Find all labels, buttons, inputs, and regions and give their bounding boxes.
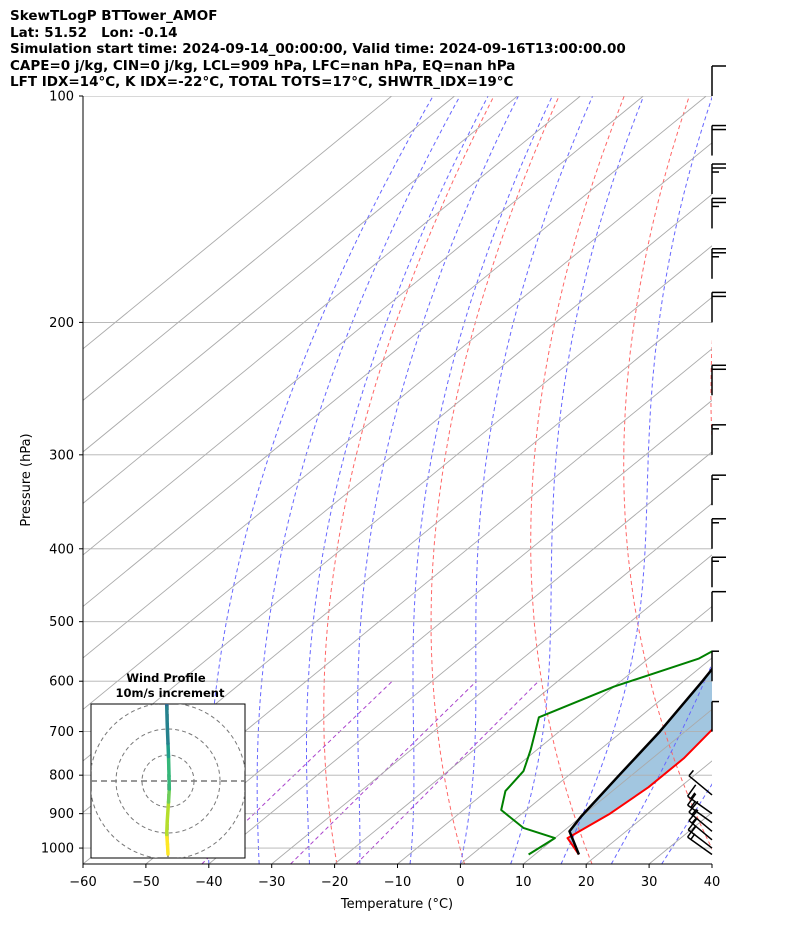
y-tick-label: 900 [49,807,74,822]
wind-barb [711,424,726,455]
x-tick-label: −50 [132,875,159,890]
y-tick-label: 700 [49,725,74,740]
isotherm-line [83,96,581,504]
chart-title-line-5: LFT IDX=14°C, K IDX=-22°C, TOTAL TOTS=17… [10,74,514,90]
chart-title-line-3: Simulation start time: 2024-09-14_00:00:… [10,41,626,57]
y-tick-label: 800 [49,769,74,784]
hodograph-segment [165,800,171,824]
moist-adiabat [357,96,519,864]
isotherm-line [83,96,518,453]
dry-adiabat [323,96,495,864]
x-tick-label: −10 [384,875,411,890]
isotherm-line [208,451,712,864]
y-tick-label: 300 [49,448,74,463]
wind-barb [711,124,726,156]
y-tick-label: 200 [49,316,74,331]
wind-barb [711,364,726,396]
hodograph-segment [166,741,171,759]
y-tick-label: 500 [49,615,74,630]
wind-barb [711,700,719,732]
wind-barb [686,784,713,815]
isotherm-line [83,96,644,556]
isotherm-line [334,554,712,864]
wind-barb [711,556,726,588]
wind-barb [711,518,726,549]
y-tick-label: 1000 [41,842,74,857]
wind-barb [711,590,726,622]
wind-barb [711,65,726,96]
hodograph-segment [164,819,169,837]
wind-barb [711,474,726,506]
x-tick-label: 40 [704,875,721,890]
chart-title-line-2: Lat: 51.52 Lon: -0.14 [10,24,178,41]
x-tick-label: −20 [321,875,348,890]
mixing-ratio-line [201,680,393,864]
isotherm-line [145,399,712,864]
hodograph-segment [165,722,170,746]
x-tick-label: −40 [195,875,222,890]
moist-adiabat [560,96,712,864]
wind-barb [711,650,719,682]
moist-adiabat [207,96,434,864]
mixing-ratio-line [290,680,477,864]
x-tick-label: 30 [641,875,658,890]
isotherm-line [523,708,712,864]
isotherm-line [83,193,712,711]
wind-barb [688,769,713,796]
x-tick-label: −30 [258,875,285,890]
wind-barb [711,248,726,279]
moist-adiabat [610,662,712,864]
dry-adiabat [430,96,560,864]
wind-barb [711,163,726,195]
chart-title-line-1: SkewTLogP BTTower_AMOF [10,8,218,24]
x-tick-label: 20 [578,875,595,890]
wind-barb [711,197,726,229]
isotherm-line [83,96,393,350]
cape-cin-shading [567,669,712,855]
dewpoint-profile-line [500,650,712,856]
x-tick-label: 10 [515,875,532,890]
isotherm-line [271,502,712,864]
dry-adiabat [710,338,712,449]
parcel-profile-line [568,667,712,855]
y-tick-label: 400 [49,542,74,557]
isotherm-line [83,142,712,659]
y-tick-label: 600 [49,675,74,690]
moist-adiabat [256,96,461,864]
y-tick-label: 100 [49,90,74,105]
mixing-ratio-line [355,680,539,864]
chart-title-line-4: CAPE=0 j/kg, CIN=0 j/kg, LCL=909 hPa, LF… [10,57,516,74]
isotherm-line [460,657,712,864]
temperature-profile-line [566,728,712,856]
hodograph-subtitle: 10m/s increment [116,686,225,700]
hodograph-segment [166,787,172,804]
hodograph-segment [164,704,169,726]
chart-title-block: SkewTLogP BTTower_AMOF Lat: 51.52 Lon: -… [10,8,626,91]
moist-adiabat [711,863,712,864]
isotherm-line [397,605,712,864]
hodograph-segment [166,754,171,778]
moist-adiabat [510,96,645,864]
wind-barb [711,291,726,323]
x-tick-label: −60 [69,875,96,890]
isotherm-line [83,96,707,608]
isotherm-line [711,863,712,864]
moist-adiabat [306,96,489,864]
moist-adiabat [459,96,594,864]
isotherm-line [83,96,455,401]
y-axis-label: Pressure (hPa) [19,433,34,526]
hodograph-title: Wind Profile [126,671,206,685]
dry-adiabat [530,96,625,864]
x-tick-label: 0 [456,875,464,890]
moist-adiabat [409,96,553,864]
x-axis-label: Temperature (°C) [340,897,453,912]
